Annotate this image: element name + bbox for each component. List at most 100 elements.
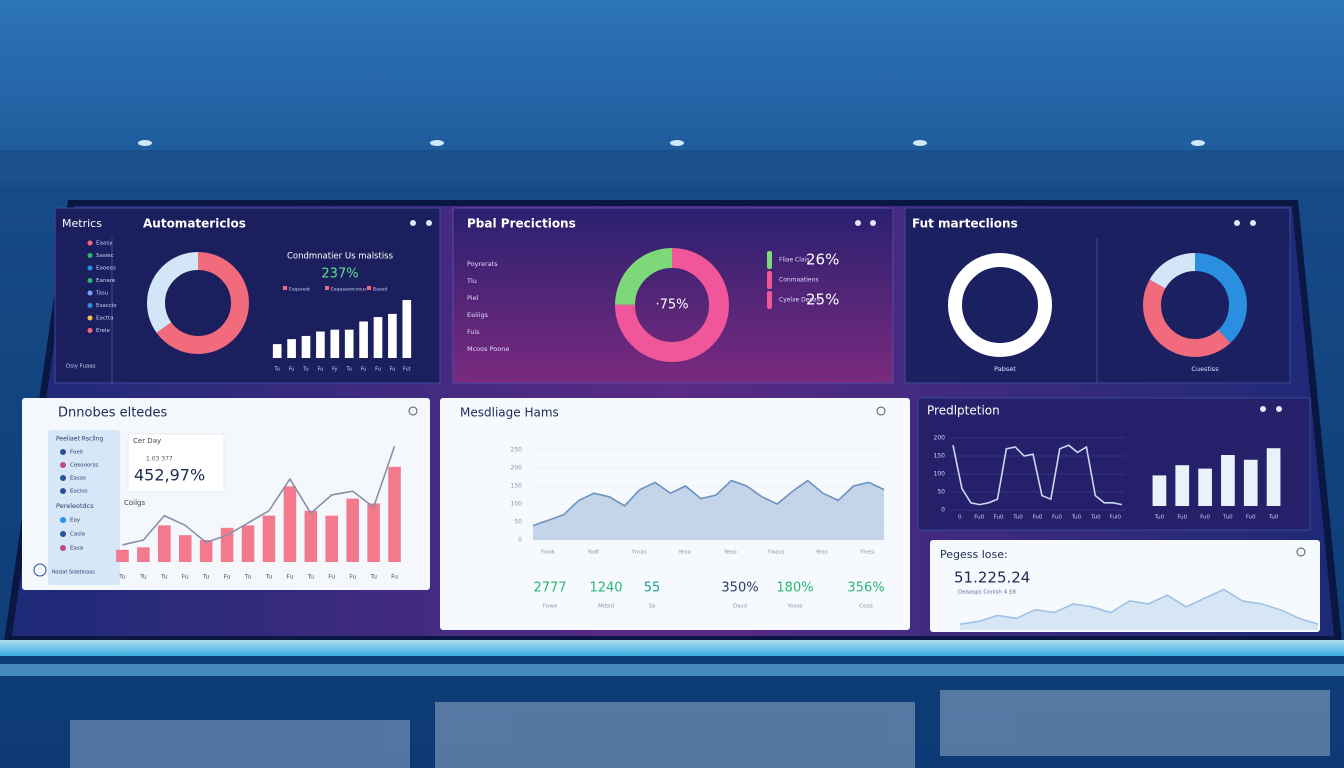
list-item: Mcoos Poone [467,345,509,353]
x-tick-label: Fut [403,367,411,373]
x-tick-label: 0 [958,515,962,521]
bullet [87,303,93,308]
bullet [87,253,93,258]
bar [137,547,150,562]
sidebar-item: Erele [96,328,111,334]
x-tick-label: Fu [289,367,295,373]
sidebar-item: Eanare [96,278,116,284]
stat-value: 180% [776,581,813,596]
y-tick-label: 50 [514,519,522,526]
legend-swatch [767,291,772,309]
bar [287,339,296,358]
side-item: Casla [70,532,85,538]
x-tick-label: Tu [139,574,147,581]
bar [344,329,354,358]
stat-value: 452,97% [134,466,205,485]
panel-title: Fut marteclions [912,217,1018,231]
line [952,444,1123,506]
side-section: Pereleotdcs [56,502,94,510]
bar [402,300,412,358]
bar [1198,468,1212,506]
x-tick-label: Fy [332,367,337,373]
sidebar-title: Metrics [62,217,102,230]
side-panel [48,430,120,585]
bullet [60,449,66,455]
panel-title: Predlptetion [927,404,1000,418]
legend-value: 26% [806,251,839,269]
ceiling-edge [0,150,1344,175]
bar [304,510,318,562]
legend-label: Conmaatiens [779,277,819,284]
stat-label: Mdsld [598,604,614,610]
x-tick-label: Yodt [587,550,600,556]
bullet [87,265,93,271]
sidebar-item: Eaasy [96,241,113,247]
stat-value: 356% [847,581,884,596]
x-tick-label: Fu [349,574,356,581]
stat-label: Cosd [859,604,873,610]
side-item: Eocios [70,489,88,495]
sidebar-item: Eactta [96,316,114,322]
x-tick-label: Yeaa [677,550,691,556]
panel-title: Automatericlos [143,217,246,231]
panel-hams [440,398,910,630]
line [959,588,1319,625]
side-item: Eay [70,518,81,524]
stat-label: Fowe [543,604,558,610]
y-tick-label: 0 [941,507,945,514]
bar [367,503,380,562]
y-tick-label: 250 [511,447,523,454]
x-tick-label: Ymas [631,550,647,556]
panel-title: Mesdliage Hams [460,406,559,420]
panel-title: Dnnobes eltedes [58,406,168,421]
x-tick-label: Tu0 [1222,515,1233,521]
stat-small: 1.03 377 [146,456,173,463]
x-tick-label: Fu [286,574,293,581]
y-tick-label: 50 [937,489,945,496]
stat-label: Cer Day [133,437,161,445]
x-tick-label: Fu0 [1246,515,1256,521]
stat-value: 51.225.24 [954,569,1030,587]
x-tick-label: Tu0 [1071,515,1082,521]
line [122,445,396,546]
x-tick-label: Tu0 [1268,515,1279,521]
bar [1243,459,1258,506]
donut-segment [948,253,1052,357]
x-tick-label: Yhesi [859,550,875,556]
x-tick-label: Fu0 [974,515,984,521]
side-item: Foeil [70,450,83,456]
chart-value: 237% [321,267,358,282]
stat-value: 55 [644,581,661,596]
stat-label: Dasd [733,604,747,610]
x-tick-label: Tu0 [1090,515,1101,521]
donut-segment [147,252,249,354]
bar [1221,455,1235,506]
bar [325,515,339,562]
y-tick-label: 100 [511,501,523,508]
donut-label: Pabset [994,365,1016,373]
x-tick-label: Ywok [540,550,556,556]
bar [1175,465,1190,506]
x-tick-label: Ful0 [1110,515,1122,521]
x-tick-label: Fu [391,574,398,581]
x-tick-label: Tu [345,367,351,373]
y-tick-label: 150 [511,483,523,490]
area-fill [960,589,1318,630]
list-item: Eeiiigs [467,311,489,319]
stat-sub: Deaasps Conish 4 £8 [958,590,1016,596]
legend-label: Baaed [373,287,387,293]
bullet [60,462,66,468]
bar [262,515,276,562]
led-strip [0,640,1344,656]
bar [301,335,311,358]
legend-value: 25% [806,291,839,309]
list-item: Poyrerats [467,260,498,268]
side-item: Cekooorss [70,463,98,469]
y-tick-label: 150 [934,453,946,460]
y-tick-label: 200 [511,465,523,472]
bullet [87,290,93,296]
bar [388,466,401,562]
legend-swatch [283,286,287,290]
area-fill [533,480,884,540]
x-tick-label: Fu0 [1033,515,1043,521]
